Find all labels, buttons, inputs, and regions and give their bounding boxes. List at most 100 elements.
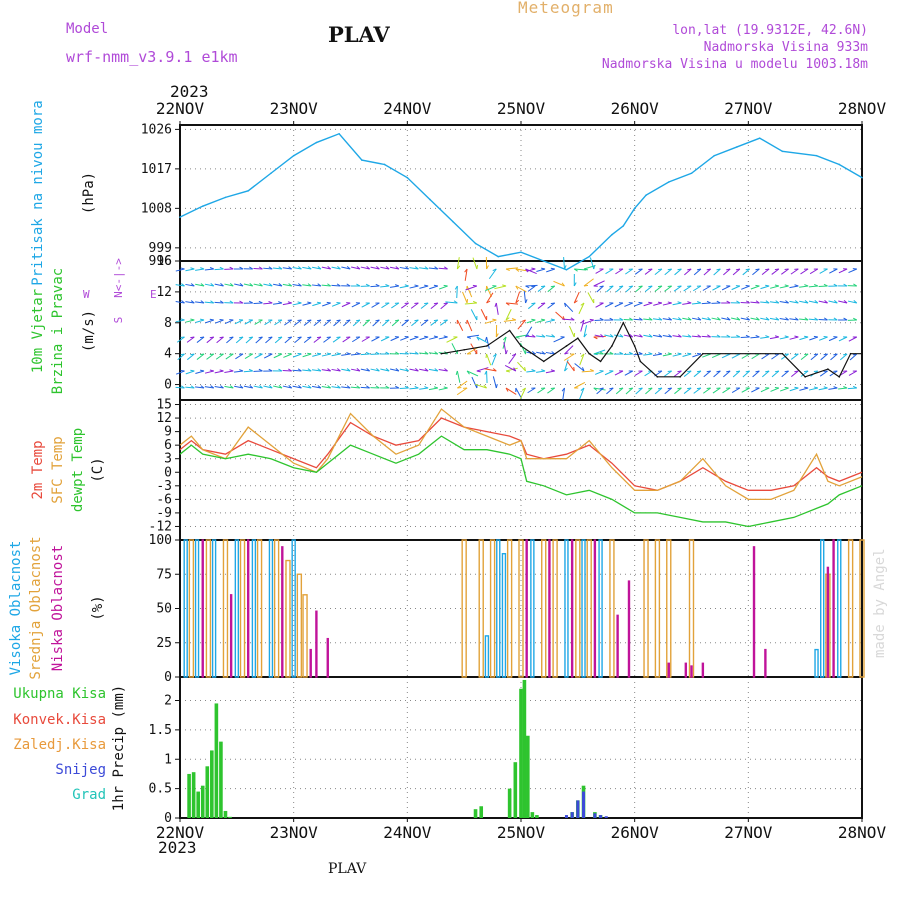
wind-arrow-head — [804, 353, 809, 356]
wind-arrow — [253, 267, 263, 270]
wind-arrow — [519, 387, 526, 400]
wind-arrow — [470, 309, 478, 321]
x-tick-label-top: 24NOV — [383, 99, 432, 118]
wind-arrow-head — [356, 352, 361, 355]
wind-arrow-head — [726, 334, 731, 338]
y-tick-label: 50 — [156, 602, 172, 617]
pressure-point — [406, 176, 409, 179]
wind-arrow — [466, 285, 473, 298]
wind-arrow — [596, 387, 604, 395]
wind-arrow-head — [561, 387, 565, 392]
wind-arrow — [419, 267, 429, 270]
low-cloud-bar — [593, 539, 597, 678]
pressure-point — [588, 255, 590, 258]
wind-arrow — [818, 387, 828, 391]
wind-arrow-head — [278, 384, 283, 389]
wind-arrow-head — [356, 265, 361, 270]
wind-arrow — [564, 302, 574, 313]
wind-arrow — [721, 285, 731, 291]
wind-arrow-head — [687, 387, 692, 390]
wind-arrow-head — [366, 368, 370, 372]
wind-arrow — [838, 336, 848, 342]
wind-arrow-head — [180, 318, 185, 321]
wind-arrow — [505, 387, 517, 395]
wind-arrow-head — [756, 317, 760, 321]
wind-arrow-head — [513, 367, 517, 372]
wind-arrow-head — [229, 266, 234, 270]
high-cloud-bar — [598, 539, 603, 678]
wind-axis-subtitle: Brzina i Pravac — [50, 268, 66, 394]
wind-arrow-head — [599, 317, 604, 321]
wind-arrow — [429, 285, 439, 290]
wind-arrow — [400, 302, 409, 309]
wind-arrow-head — [677, 334, 682, 338]
wind-arrow — [484, 319, 497, 324]
wind-arrow-head — [355, 319, 361, 322]
wind-arrow — [505, 308, 512, 321]
wind-arrow — [360, 353, 370, 356]
high-cloud-bar — [211, 539, 217, 678]
wind-arrow-head — [745, 370, 750, 373]
pressure-point — [474, 242, 477, 245]
wind-arrow — [486, 292, 494, 304]
compass-ns: N<-|-> — [112, 258, 125, 298]
wind-arrow-head — [505, 268, 510, 272]
mid-cloud-bar — [506, 539, 513, 678]
wind-arrow-head — [385, 385, 390, 389]
wind-arrow-head — [550, 302, 555, 305]
wind-arrow — [800, 268, 809, 275]
y-tick-label: 1.5 — [149, 723, 172, 738]
wind-arrow — [799, 336, 809, 341]
wind-arrow — [625, 268, 634, 275]
x-tick-label-bottom: 27NOV — [724, 823, 773, 842]
wind-arrow — [848, 370, 858, 376]
wind-arrow — [429, 336, 438, 340]
wind-arrow — [283, 353, 292, 358]
wind-arrow — [652, 353, 663, 356]
wind-arrow — [292, 353, 302, 358]
wind-arrow — [312, 302, 322, 307]
wind-arrow — [284, 336, 293, 344]
wind-arrow-head — [258, 368, 263, 372]
wind-arrow-head — [326, 301, 331, 304]
wind-arrow — [234, 385, 244, 389]
wind-arrow-head — [814, 300, 819, 304]
wind-arrow-head — [687, 268, 692, 271]
pressure-point — [179, 216, 181, 218]
wind-arrow — [263, 267, 273, 270]
wind-arrow-head — [453, 300, 458, 304]
wind-arrow-head — [356, 368, 361, 372]
high-cloud-bar — [183, 539, 188, 678]
wind-arrow — [789, 387, 799, 392]
wind-arrow — [195, 370, 205, 375]
wind-arrow — [215, 353, 224, 360]
wind-arrow — [515, 387, 523, 399]
mid-cloud-bar — [302, 594, 308, 678]
wind-arrow — [789, 318, 799, 321]
wind-arrow — [234, 283, 244, 287]
wind-arrow — [674, 268, 682, 276]
wind-arrow-head — [794, 284, 799, 287]
wind-arrow — [282, 283, 292, 287]
wind-arrow-head — [804, 284, 809, 287]
wind-arrow-head — [486, 265, 489, 270]
wind-arrow — [175, 370, 185, 375]
mid-cloud-bar — [859, 539, 865, 678]
wind-arrow — [741, 387, 750, 393]
wind-arrow-head — [667, 268, 672, 271]
wind-arrow-head — [200, 336, 205, 339]
wind-arrow-head — [466, 370, 470, 375]
wind-arrow-head — [794, 317, 799, 321]
mid-cloud-bar — [586, 539, 592, 678]
wind-arrow — [195, 386, 205, 389]
precip-legend-item: Grad — [72, 787, 106, 803]
wind-arrow — [818, 318, 828, 321]
wind-arrow — [389, 368, 399, 372]
model-label: Model — [66, 21, 109, 37]
wind-arrow-head — [394, 319, 399, 322]
wind-arrow-head — [550, 369, 555, 372]
wind-arrow — [312, 385, 322, 389]
station-title: PLAV — [328, 22, 390, 47]
wind-arrow-head — [385, 319, 390, 322]
wind-arrow — [526, 268, 536, 272]
